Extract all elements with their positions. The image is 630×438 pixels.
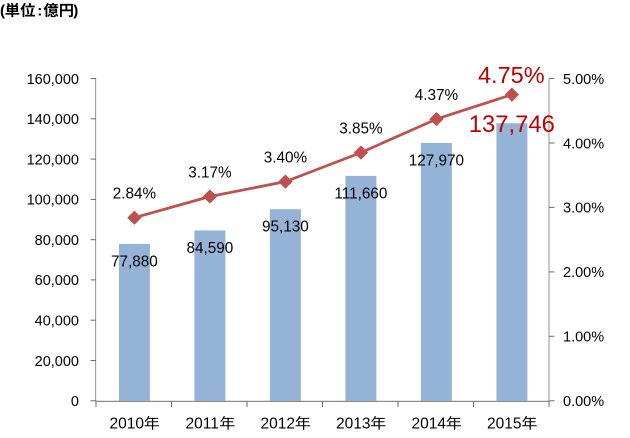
svg-text:1.00%: 1.00% (563, 330, 604, 346)
svg-text::: : (37, 3, 42, 20)
svg-text:2.84%: 2.84% (113, 186, 157, 203)
svg-text:127,970: 127,970 (409, 153, 464, 170)
svg-text:95,130: 95,130 (262, 219, 309, 236)
svg-text:160,000: 160,000 (27, 72, 79, 88)
svg-text:3.00%: 3.00% (563, 201, 604, 217)
svg-text:2011: 2011 (186, 416, 219, 433)
svg-text:77,880: 77,880 (111, 253, 158, 270)
svg-text:0: 0 (71, 394, 79, 410)
svg-text:2010: 2010 (109, 416, 144, 433)
svg-text:0.00%: 0.00% (563, 394, 604, 410)
svg-text:2014: 2014 (411, 416, 446, 433)
svg-text:84,590: 84,590 (187, 240, 234, 257)
svg-text:2015: 2015 (487, 416, 521, 433)
svg-text:140,000: 140,000 (27, 112, 79, 128)
svg-text:2.00%: 2.00% (563, 265, 604, 281)
svg-text:(: ( (0, 3, 6, 20)
svg-text:20,000: 20,000 (35, 354, 79, 370)
svg-text:4.00%: 4.00% (563, 136, 604, 152)
svg-text:4.37%: 4.37% (415, 87, 459, 104)
svg-text:2012: 2012 (260, 416, 294, 433)
svg-text:2013: 2013 (336, 416, 370, 433)
svg-text:3.85%: 3.85% (339, 121, 383, 138)
svg-text:100,000: 100,000 (27, 193, 79, 209)
svg-text:3.17%: 3.17% (188, 165, 232, 182)
svg-text:3.40%: 3.40% (264, 150, 308, 167)
svg-text:60,000: 60,000 (35, 273, 79, 289)
svg-text:137,746: 137,746 (469, 111, 555, 138)
svg-text:40,000: 40,000 (35, 314, 79, 330)
svg-text:120,000: 120,000 (27, 152, 79, 168)
svg-text:111,660: 111,660 (334, 185, 387, 202)
svg-text:): ) (73, 3, 78, 20)
svg-text:4.75%: 4.75% (478, 62, 545, 88)
svg-text:80,000: 80,000 (35, 233, 79, 249)
svg-text:5.00%: 5.00% (563, 72, 604, 88)
